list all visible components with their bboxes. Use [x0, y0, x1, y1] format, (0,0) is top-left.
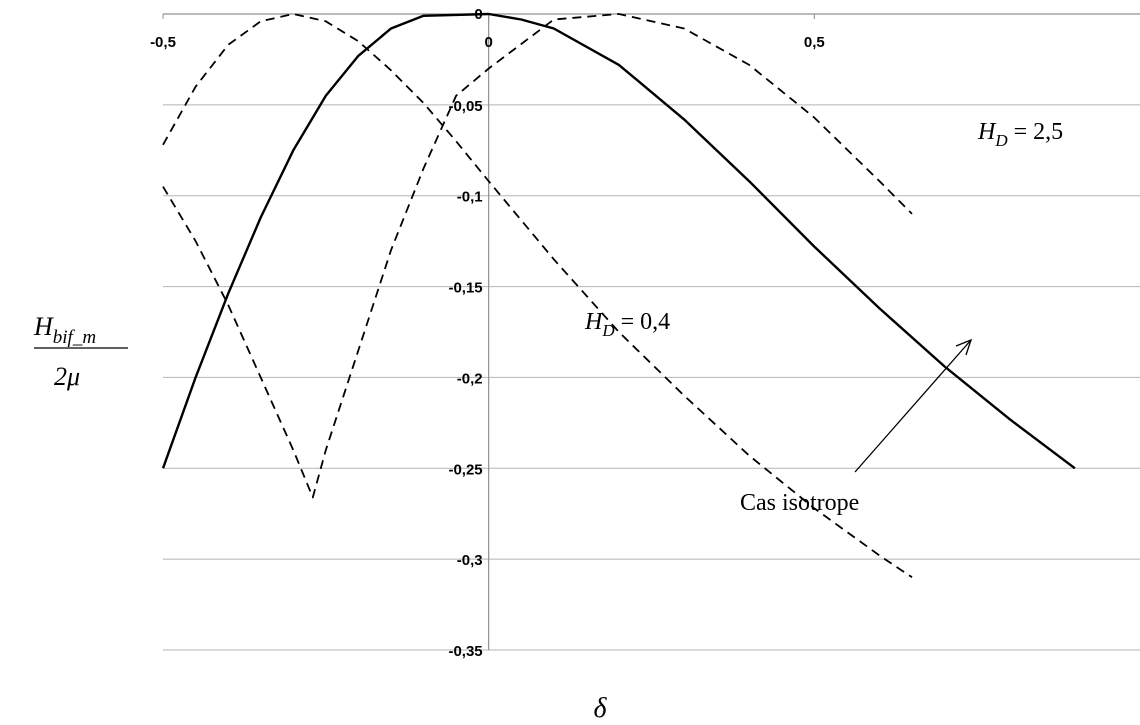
isotrope-label: Cas isotrope — [740, 490, 859, 516]
svg-text:HD = 2,5: HD = 2,5 — [977, 119, 1063, 150]
x-axis-label: δ — [593, 693, 607, 724]
grid-lines — [163, 104, 1140, 651]
annotation-hd-high: HD = 2,5 — [977, 119, 1063, 150]
x-tick-label: 0,5 — [804, 34, 825, 51]
y-tick-label: -0,15 — [448, 280, 482, 297]
svg-text:HD = 0,4: HD = 0,4 — [584, 309, 670, 340]
svg-text:2μ: 2μ — [54, 362, 80, 391]
y-tick-label: -0,3 — [457, 552, 483, 569]
y-tick-label: -0,05 — [448, 98, 482, 115]
y-axis-label: Hbif_m 2μ — [33, 312, 128, 391]
isotrope-arrowhead — [955, 338, 973, 356]
y-tick-label: -0,35 — [448, 643, 482, 660]
y-tick-label: -0,1 — [457, 189, 483, 206]
y-tick-label: -0,2 — [457, 370, 483, 387]
x-tick-label: 0 — [484, 34, 492, 51]
series-line-1 — [161, 12, 1076, 470]
y-tick-label: -0,25 — [448, 461, 482, 478]
svg-text:Hbif_m: Hbif_m — [33, 312, 96, 348]
series-line-2 — [162, 13, 913, 579]
isotrope-arrow — [854, 339, 972, 473]
x-tick-label: -0,5 — [150, 34, 176, 51]
annotation-hd-low: HD = 0,4 — [584, 309, 670, 340]
series-line-3 — [162, 13, 913, 499]
annotation-isotrope: Cas isotrope — [740, 338, 973, 516]
tick-labels: -0,5 0 0,50-0,05-0,1-0,15-0,2-0,25-0,3-0,3… — [150, 6, 825, 660]
series-group — [161, 12, 1076, 579]
